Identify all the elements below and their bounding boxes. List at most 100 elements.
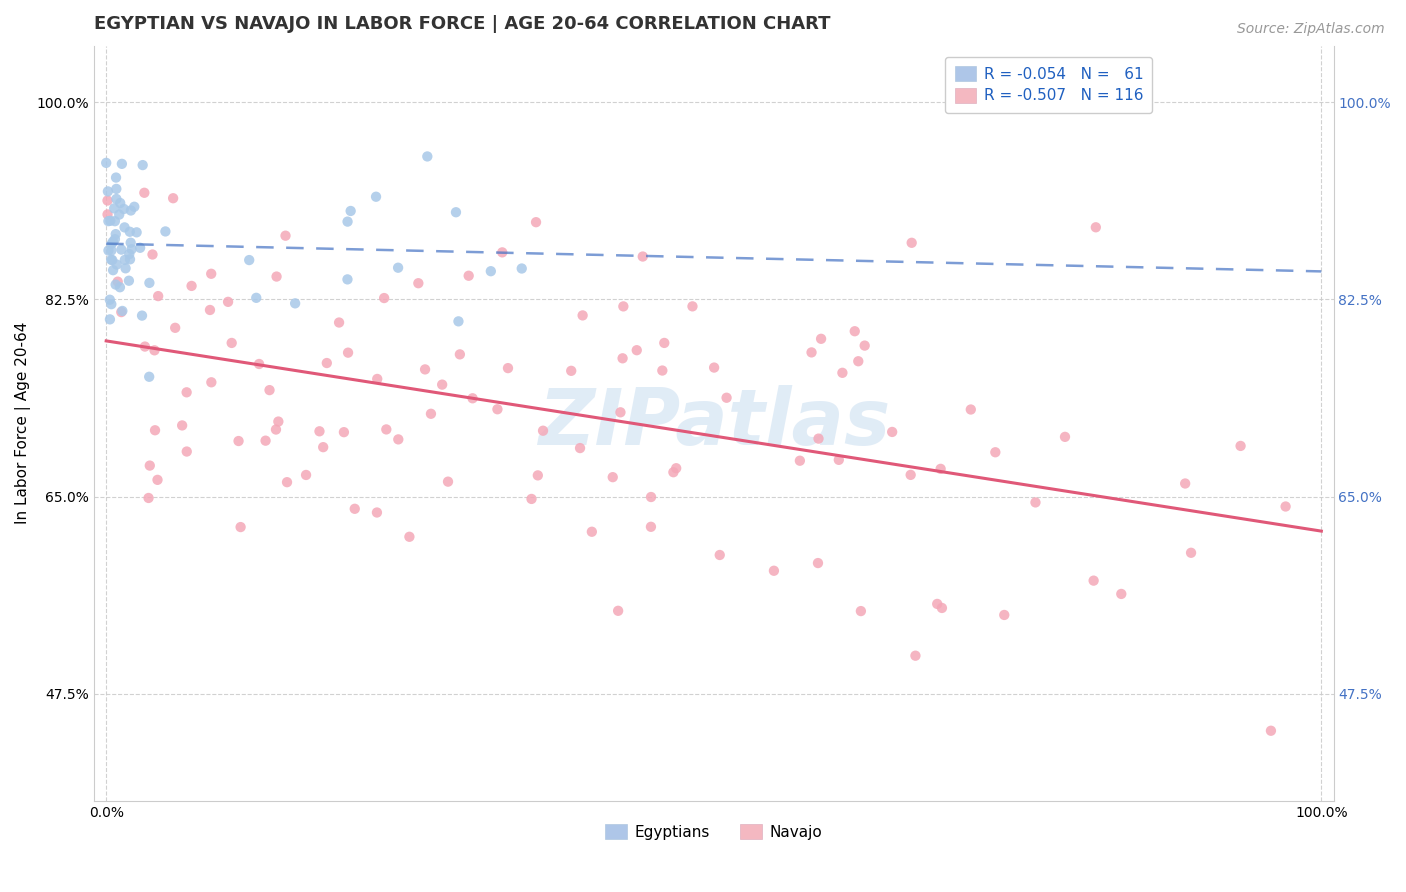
Point xyxy=(146,289,169,303)
Point xyxy=(651,363,673,377)
Point xyxy=(120,203,142,218)
Point xyxy=(274,228,297,243)
Point xyxy=(709,548,731,562)
Point xyxy=(373,291,395,305)
Point xyxy=(114,252,136,267)
Point xyxy=(457,268,479,283)
Point xyxy=(111,157,134,171)
Point xyxy=(1053,430,1076,444)
Point xyxy=(612,351,634,366)
Point xyxy=(97,244,120,258)
Point xyxy=(762,564,785,578)
Point xyxy=(97,185,120,199)
Point xyxy=(703,360,725,375)
Point xyxy=(284,296,307,310)
Point xyxy=(640,520,662,534)
Point xyxy=(139,458,162,473)
Point xyxy=(108,196,131,211)
Point xyxy=(387,433,409,447)
Point xyxy=(118,274,141,288)
Point xyxy=(853,338,876,352)
Point xyxy=(531,424,554,438)
Point xyxy=(121,242,143,256)
Point xyxy=(420,407,443,421)
Point xyxy=(375,422,398,436)
Point xyxy=(143,343,166,358)
Point xyxy=(245,291,267,305)
Point xyxy=(612,299,634,313)
Point xyxy=(437,475,460,489)
Point xyxy=(96,194,118,208)
Point xyxy=(333,425,356,439)
Point xyxy=(118,247,141,261)
Point xyxy=(198,303,221,318)
Point xyxy=(107,275,129,289)
Legend: Egyptians, Navajo: Egyptians, Navajo xyxy=(599,818,828,847)
Point xyxy=(640,490,662,504)
Point xyxy=(662,465,685,479)
Point xyxy=(929,462,952,476)
Point xyxy=(339,204,361,219)
Point xyxy=(118,252,141,267)
Point xyxy=(104,227,127,241)
Point xyxy=(103,202,125,216)
Point xyxy=(111,304,134,318)
Point xyxy=(247,357,270,371)
Point xyxy=(112,202,135,216)
Point xyxy=(336,272,359,286)
Point xyxy=(221,335,243,350)
Point xyxy=(267,415,290,429)
Point xyxy=(104,277,127,292)
Point xyxy=(408,277,430,291)
Point xyxy=(98,293,121,307)
Point xyxy=(366,372,388,386)
Point xyxy=(100,236,122,251)
Point xyxy=(602,470,624,484)
Point xyxy=(146,473,169,487)
Point xyxy=(180,279,202,293)
Point xyxy=(105,170,128,185)
Point xyxy=(810,332,832,346)
Point xyxy=(131,158,153,172)
Point xyxy=(176,444,198,458)
Point xyxy=(993,607,1015,622)
Point xyxy=(430,377,453,392)
Point xyxy=(108,208,131,222)
Point xyxy=(900,235,922,250)
Point xyxy=(124,200,146,214)
Point xyxy=(461,391,484,405)
Point xyxy=(328,316,350,330)
Point xyxy=(491,245,513,260)
Point xyxy=(100,244,122,258)
Point xyxy=(259,383,281,397)
Point xyxy=(571,309,593,323)
Point xyxy=(295,467,318,482)
Point xyxy=(609,405,631,419)
Point xyxy=(96,207,118,221)
Point xyxy=(101,235,124,249)
Point xyxy=(444,205,467,219)
Y-axis label: In Labor Force | Age 20-64: In Labor Force | Age 20-64 xyxy=(15,322,31,524)
Point xyxy=(114,220,136,235)
Point xyxy=(110,305,132,319)
Point xyxy=(264,423,287,437)
Point xyxy=(143,423,166,437)
Point xyxy=(607,604,630,618)
Point xyxy=(138,276,160,290)
Point xyxy=(904,648,927,663)
Point xyxy=(101,263,124,277)
Point xyxy=(398,530,420,544)
Point xyxy=(1180,546,1202,560)
Point xyxy=(134,340,156,354)
Point xyxy=(416,149,439,163)
Point xyxy=(527,468,550,483)
Point xyxy=(98,213,121,227)
Point xyxy=(1111,587,1133,601)
Point xyxy=(276,475,298,490)
Point xyxy=(486,402,509,417)
Point xyxy=(849,604,872,618)
Point xyxy=(104,214,127,228)
Point xyxy=(496,361,519,376)
Point xyxy=(665,461,688,475)
Point xyxy=(631,250,654,264)
